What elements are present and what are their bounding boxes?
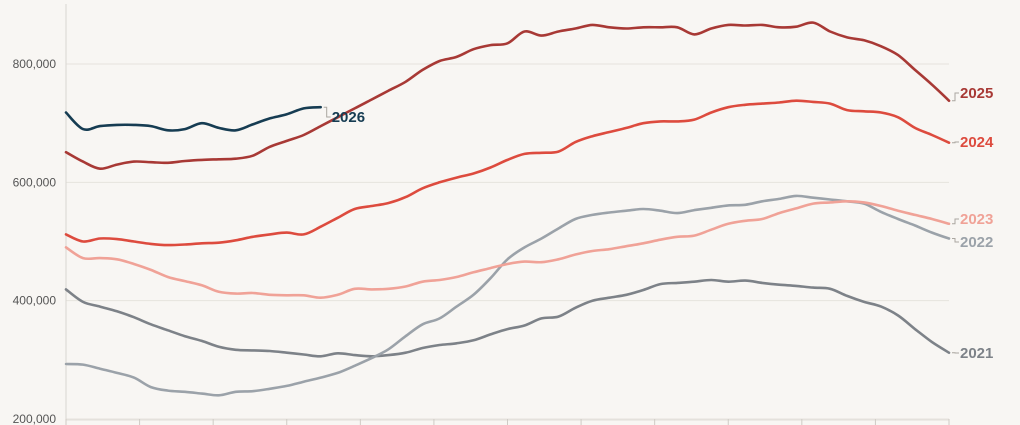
series-label-2026: 2026 (332, 109, 365, 126)
series-line-2024 (64, 99, 951, 247)
label-connector-2024 (952, 141, 959, 144)
y-tick-label: 600,000 (13, 175, 57, 189)
series-label-2022: 2022 (960, 234, 993, 251)
series-label-2024: 2024 (960, 134, 994, 151)
label-connector-2025 (952, 92, 959, 102)
x-axis (65, 419, 950, 425)
label-connector-2022 (952, 238, 959, 243)
series-label-2023: 2023 (960, 211, 993, 228)
series-label-2021: 2021 (960, 345, 993, 362)
label-connector-2023 (952, 218, 959, 225)
y-tick-label: 200,000 (13, 412, 57, 425)
series-label-2025: 2025 (960, 85, 993, 102)
series-lines (64, 21, 951, 397)
label-connector-2026 (323, 106, 331, 118)
grid-lines (66, 63, 949, 420)
series-line-2026 (64, 105, 322, 132)
series-labels: 2021 2022 2023 2024 2025 2026 (323, 85, 994, 362)
y-tick-label: 400,000 (13, 294, 57, 308)
series-line-2023 (64, 200, 951, 300)
y-axis: 200,000 400,000 600,000 800,000 (13, 4, 67, 425)
y-tick-label: 800,000 (13, 57, 57, 71)
series-line-2021 (64, 278, 951, 358)
series-line-2025 (64, 21, 951, 171)
series-line-2022 (64, 194, 951, 397)
